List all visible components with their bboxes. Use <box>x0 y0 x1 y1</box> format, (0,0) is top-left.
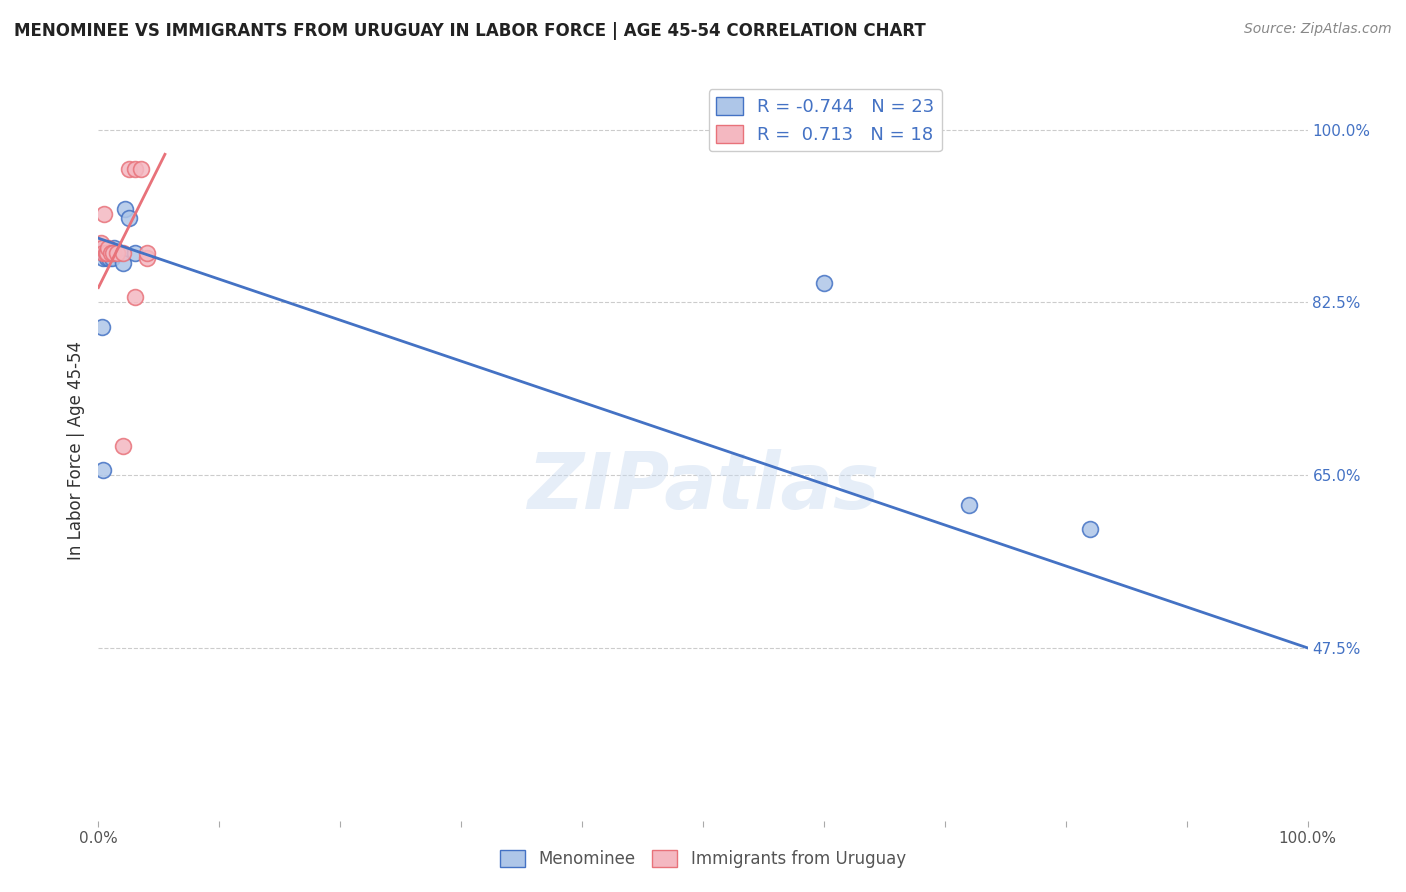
Text: MENOMINEE VS IMMIGRANTS FROM URUGUAY IN LABOR FORCE | AGE 45-54 CORRELATION CHAR: MENOMINEE VS IMMIGRANTS FROM URUGUAY IN … <box>14 22 925 40</box>
Point <box>111 256 134 270</box>
Point <box>124 290 146 304</box>
Point <box>1078 523 1101 537</box>
Point <box>118 162 141 177</box>
Point <box>813 276 835 290</box>
Point <box>98 251 121 265</box>
Point <box>90 236 112 251</box>
Point <box>124 162 146 177</box>
Point <box>94 246 117 260</box>
Point <box>111 438 134 452</box>
Point <box>129 162 152 177</box>
Point <box>108 246 131 260</box>
Legend: R = -0.744   N = 23, R =  0.713   N = 18: R = -0.744 N = 23, R = 0.713 N = 18 <box>709 89 942 152</box>
Point <box>91 241 114 255</box>
Point <box>91 320 114 334</box>
Point <box>118 211 141 226</box>
Point <box>124 246 146 260</box>
Y-axis label: In Labor Force | Age 45-54: In Labor Force | Age 45-54 <box>66 341 84 560</box>
Point <box>105 246 128 260</box>
Legend: Menominee, Immigrants from Uruguay: Menominee, Immigrants from Uruguay <box>494 843 912 875</box>
Point <box>91 251 114 265</box>
Point <box>135 246 157 260</box>
Point <box>97 241 120 255</box>
Point <box>100 251 122 265</box>
Point <box>100 246 122 260</box>
Point <box>111 246 134 260</box>
Point <box>135 251 157 265</box>
Point <box>957 498 980 512</box>
Text: ZIPatlas: ZIPatlas <box>527 450 879 525</box>
Point <box>97 246 120 260</box>
Point <box>93 206 115 220</box>
Point <box>105 246 128 260</box>
Point <box>96 246 118 260</box>
Point <box>93 246 115 260</box>
Point <box>100 246 122 260</box>
Point <box>94 241 117 255</box>
Point <box>91 246 114 260</box>
Point <box>91 246 114 260</box>
Point <box>91 241 114 255</box>
Point <box>114 202 136 216</box>
Point <box>104 246 127 260</box>
Point <box>91 463 114 477</box>
Text: Source: ZipAtlas.com: Source: ZipAtlas.com <box>1244 22 1392 37</box>
Point <box>103 241 125 255</box>
Point <box>101 246 124 260</box>
Point <box>96 251 118 265</box>
